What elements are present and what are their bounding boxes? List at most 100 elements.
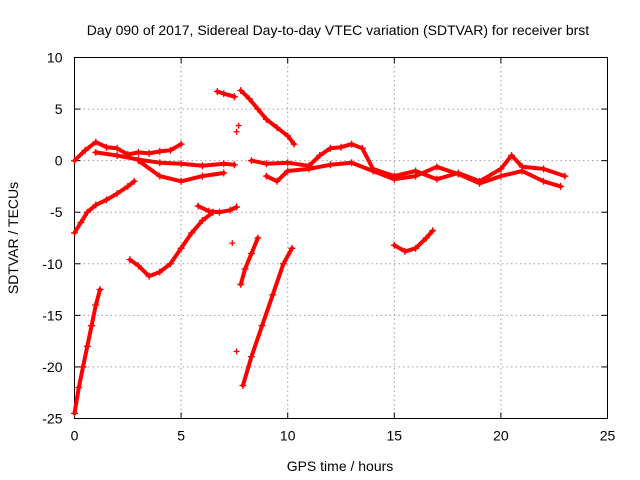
data-point [288,244,296,252]
data-point [92,201,100,209]
data-point [198,172,206,180]
data-point [134,262,142,270]
data-point [269,291,277,299]
data-point [198,216,206,224]
y-tick-label: -10 [42,256,62,272]
data-point [273,177,281,185]
data-point [262,115,270,123]
data-point [220,169,228,177]
data-point [247,157,255,165]
gridlines [74,57,608,419]
data-point [156,268,164,276]
data-point [508,151,516,159]
data-point [177,140,185,148]
series-arc-main-lower [134,157,228,185]
series-line [240,246,294,388]
data-point [237,87,245,95]
data-point [262,160,270,168]
y-tick-label: -5 [50,204,63,220]
y-tick-label: -25 [42,411,62,427]
data-point [348,159,356,167]
series-line [72,179,137,235]
series-arc-main-upper [71,138,185,165]
data-point [305,165,313,173]
data-point [235,122,242,129]
data-point [390,175,398,183]
data-point [96,286,104,294]
data-point [215,208,223,216]
series-arc-rise-b [126,208,217,280]
data-point [205,207,213,215]
series-line [264,160,563,189]
data-point [102,143,110,151]
data-point [213,88,221,96]
series-arc-rise-a [71,286,104,417]
x-tick-label: 5 [177,428,185,444]
data-point [220,90,228,98]
data-point [518,167,526,175]
data-point [145,272,153,280]
data-point [77,219,85,227]
x-tick-label: 20 [493,428,509,444]
data-point [284,159,292,167]
data-series [71,87,569,417]
data-point [390,241,398,249]
data-point [81,146,89,154]
y-tick-label: 0 [55,153,63,169]
data-point [166,260,174,268]
data-point [71,157,78,165]
data-point [102,196,110,204]
series-line [238,236,260,287]
data-point [124,182,132,190]
data-point [433,163,441,171]
data-point [92,301,100,309]
data-point [113,151,121,159]
series-arc-short-c [194,202,241,216]
data-point [233,203,241,211]
data-point [83,342,91,350]
series-arc-descending-a [71,177,138,237]
data-point [166,146,174,154]
data-point [561,172,569,180]
y-tick-label: 5 [55,101,63,117]
data-point [245,95,253,103]
data-point [454,170,462,178]
x-axis-label: GPS time / hours [287,458,394,474]
x-tick-label: 10 [280,428,296,444]
data-point [540,177,548,185]
data-point [258,322,266,330]
data-point [247,249,255,257]
series-arc-high-e [237,87,298,148]
data-point [433,175,441,183]
y-tick-label: -15 [42,307,62,323]
data-point [241,265,249,273]
data-point [71,229,78,237]
data-point [130,177,138,185]
data-point [369,167,377,175]
data-point [284,167,292,175]
y-tick-label: 10 [47,50,63,66]
data-point [198,162,206,170]
data-point [220,160,228,168]
data-point [145,149,153,157]
data-point [177,244,185,252]
data-point [348,140,356,148]
data-point [412,172,420,180]
data-point [134,157,142,165]
data-point [254,234,262,242]
data-point [290,140,298,148]
data-point [88,322,96,330]
data-point [113,190,121,198]
series-arc-short-i [390,227,437,255]
data-point [230,161,238,169]
data-point [226,206,234,214]
series-arc-lower-h [262,159,565,190]
data-point [337,143,345,151]
data-point [156,147,164,155]
data-point [273,124,281,132]
plot-frame [74,57,608,419]
data-point [401,247,409,255]
data-point [316,151,324,159]
data-point [177,177,185,185]
